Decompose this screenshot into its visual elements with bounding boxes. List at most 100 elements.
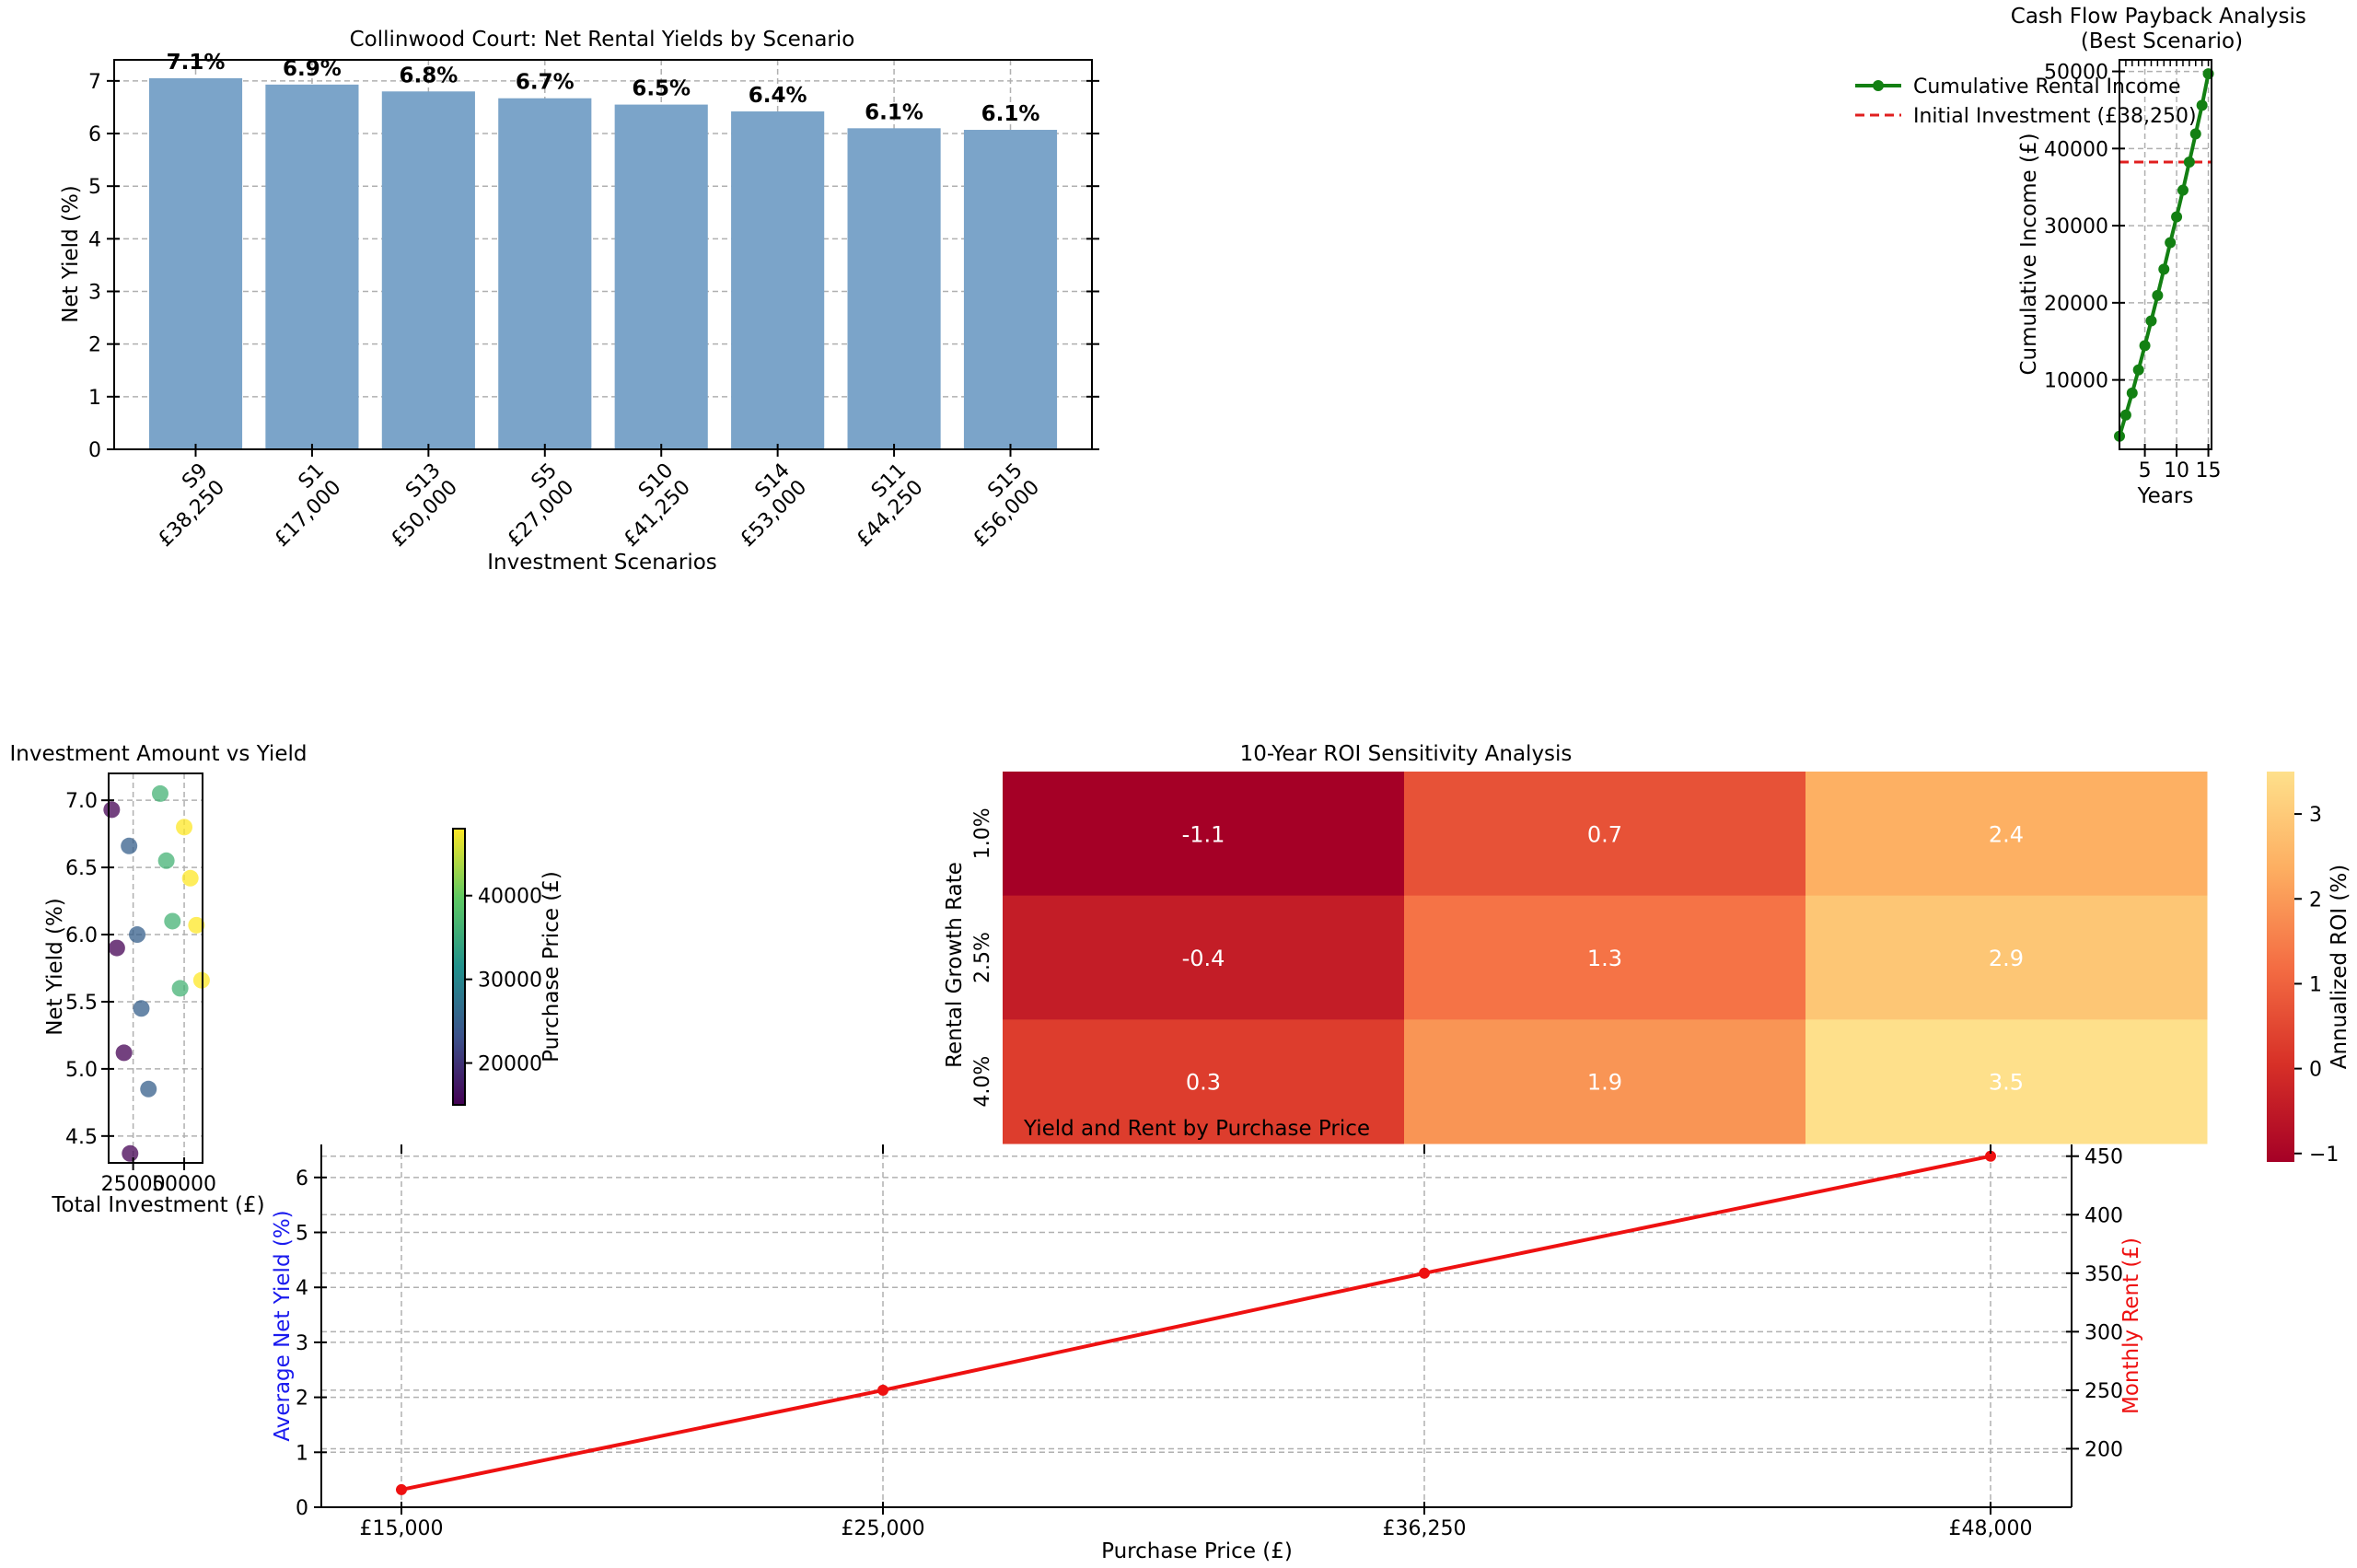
heatmap-cell-value: 3.5 [1989, 1070, 2024, 1096]
price-gridlines [321, 1144, 2072, 1508]
bar-value-label: 6.1% [981, 102, 1040, 126]
monthly-rent-point [1419, 1267, 1430, 1279]
scatter-colorbar: 20000 30000 40000 Purchase Price (£) [452, 828, 563, 1106]
payback-chart: Cash Flow Payback Analysis (Best Scenari… [1855, 5, 2306, 508]
roi-colorbar-ticks: −1 0 1 2 3 [2294, 804, 2339, 1167]
payback-x-tick-label: 5 [2139, 459, 2152, 482]
scatter-point [181, 869, 199, 887]
cumulative-income-point [2119, 409, 2131, 421]
roi-colorbar-label: Annualized ROI (%) [2328, 865, 2351, 1069]
scatter-plot-frame [108, 772, 203, 1164]
bar-y-axis-label: Net Yield (%) [59, 185, 83, 323]
heatmap-row-label: 4.0% [971, 1056, 994, 1108]
bar-y-tick-label: 6 [88, 123, 101, 146]
payback-title-line-2: (Best Scenario) [2081, 29, 2243, 53]
scatter-title: Investment Amount vs Yield [10, 742, 308, 766]
price-chart: 0 1 2 3 4 5 6 200 250 300 350 400 450 £15,000 £25,00… [271, 1117, 2143, 1563]
price-y2-tick-label: 400 [2084, 1204, 2123, 1227]
bar-y-ticks: 0 1 2 3 4 5 6 7 [88, 71, 1099, 462]
bar-plot-frame [113, 59, 1093, 450]
bar-S13 [381, 91, 475, 449]
bar-y-tick-label: 3 [88, 282, 101, 305]
scatter-y-tick-label: 5.5 [65, 992, 98, 1015]
price-y-tick-label: 1 [296, 1442, 308, 1465]
scatter-point [151, 784, 168, 802]
bar-value-label: 6.8% [399, 64, 458, 87]
cumulative-income-point [2132, 364, 2144, 376]
roi-colorbar: −1 0 1 2 3 Annualized ROI (%) [2267, 772, 2351, 1167]
heatmap-cell [1805, 895, 2208, 1020]
heatmap-cell [1404, 772, 1806, 897]
bar-x-tick-label: S14£53,000 [719, 459, 811, 552]
payback-x-ticks: 5 10 15 [2119, 60, 2222, 482]
yield-bar-chart: Collinwood Court: Net Rental Yields by S… [59, 28, 1099, 575]
scatter-y-tick-label: 6.0 [65, 924, 98, 947]
bar-x-tick-label: S13£50,000 [370, 459, 462, 552]
payback-y-ticks: 10000 20000 30000 40000 50000 [2044, 62, 2125, 393]
bar-value-label: 6.4% [749, 84, 807, 108]
price-x-tick-label: £25,000 [842, 1517, 925, 1540]
legend-investment-label: Initial Investment (£38,250) [1913, 105, 2197, 128]
heatmap-cell-value: 1.9 [1587, 1070, 1622, 1096]
payback-y-tick-label: 10000 [2044, 370, 2108, 393]
bar-value-labels: 7.1% 6.9% 6.8% 6.7% 6.5% 6.4% 6.1% 6.1% [167, 51, 1040, 126]
payback-title-line-1: Cash Flow Payback Analysis [2011, 5, 2306, 29]
scatter-x-tick-label: 50000 [152, 1173, 216, 1196]
scatter-colorbar-label: Purchase Price (£) [540, 871, 563, 1063]
scatter-point [122, 1144, 139, 1162]
bar-y-tick-label: 2 [88, 334, 101, 357]
scatter-point [108, 939, 125, 957]
price-x-tick-label: £36,250 [1383, 1517, 1467, 1540]
bar-y-tick-label: 7 [88, 71, 101, 94]
payback-x-tick-label: 15 [2196, 459, 2222, 482]
monthly-rent-markers [396, 1150, 1996, 1495]
price-title: Yield and Rent by Purchase Price [1023, 1117, 1370, 1141]
scatter-point [188, 916, 205, 934]
cumulative-income-point [2171, 211, 2183, 223]
bar-value-label: 7.1% [167, 51, 226, 75]
scatter-y-axis-label: Net Yield (%) [43, 898, 67, 1036]
heatmap-cell-value: -1.1 [1182, 821, 1225, 847]
monthly-rent-line [401, 1154, 1991, 1492]
legend-cumulative-marker [1873, 80, 1884, 91]
roi-colorbar-tick-label: 0 [2309, 1059, 2322, 1082]
price-x-ticks: £15,000 £25,000 £36,250 £48,000 [360, 1144, 2033, 1540]
scatter-x-axis-label: Total Investment (£) [51, 1193, 264, 1217]
heatmap-cell [1003, 772, 1405, 897]
bar-y-tick-label: 5 [88, 176, 101, 199]
price-left-ticks: 0 1 2 3 4 5 6 [296, 1167, 327, 1520]
legend-cumulative-label: Cumulative Rental Income [1913, 75, 2181, 99]
scatter-colorbar-fill [452, 828, 466, 1106]
scatter-colorbar-ticks: 20000 30000 40000 [465, 886, 542, 1076]
bar-value-label: 6.9% [283, 57, 342, 81]
payback-gridlines [2119, 60, 2212, 449]
monthly-rent-point [1985, 1150, 1996, 1162]
price-y2-tick-label: 300 [2084, 1321, 2123, 1344]
price-x-tick-label: £15,000 [360, 1517, 444, 1540]
scatter-point [115, 1044, 133, 1062]
heatmap-cell-value: -0.4 [1182, 946, 1225, 971]
cumulative-income-point [2183, 156, 2195, 168]
cumulative-income-point [2158, 263, 2170, 275]
payback-y-tick-label: 20000 [2044, 293, 2108, 316]
scatter-point [176, 819, 193, 836]
bar-S11 [847, 128, 941, 450]
scatter-point [157, 852, 175, 869]
bar-chart-title: Collinwood Court: Net Rental Yields by S… [350, 28, 855, 52]
roi-colorbar-tick-label: 3 [2309, 804, 2322, 827]
monthly-rent-point [396, 1483, 407, 1495]
bar-S10 [614, 104, 708, 450]
bar-S15 [963, 130, 1058, 449]
bar-x-tick-label: S9£38,250 [137, 459, 229, 552]
payback-y-axis-label: Cumulative Income (£) [2017, 133, 2041, 375]
price-x-tick-label: £48,000 [1949, 1517, 2033, 1540]
price-y-tick-label: 2 [296, 1388, 308, 1411]
heatmap-row-label: 2.5% [971, 932, 994, 983]
scatter-y-tick-label: 6.5 [65, 857, 98, 880]
bar-y-tick-label: 1 [88, 387, 101, 410]
roi-colorbar-tick-label: 1 [2309, 973, 2322, 996]
cumulative-income-point [2145, 315, 2157, 327]
cumulative-income-markers [2114, 68, 2214, 442]
scatter-y-tick-label: 7.0 [65, 790, 98, 813]
